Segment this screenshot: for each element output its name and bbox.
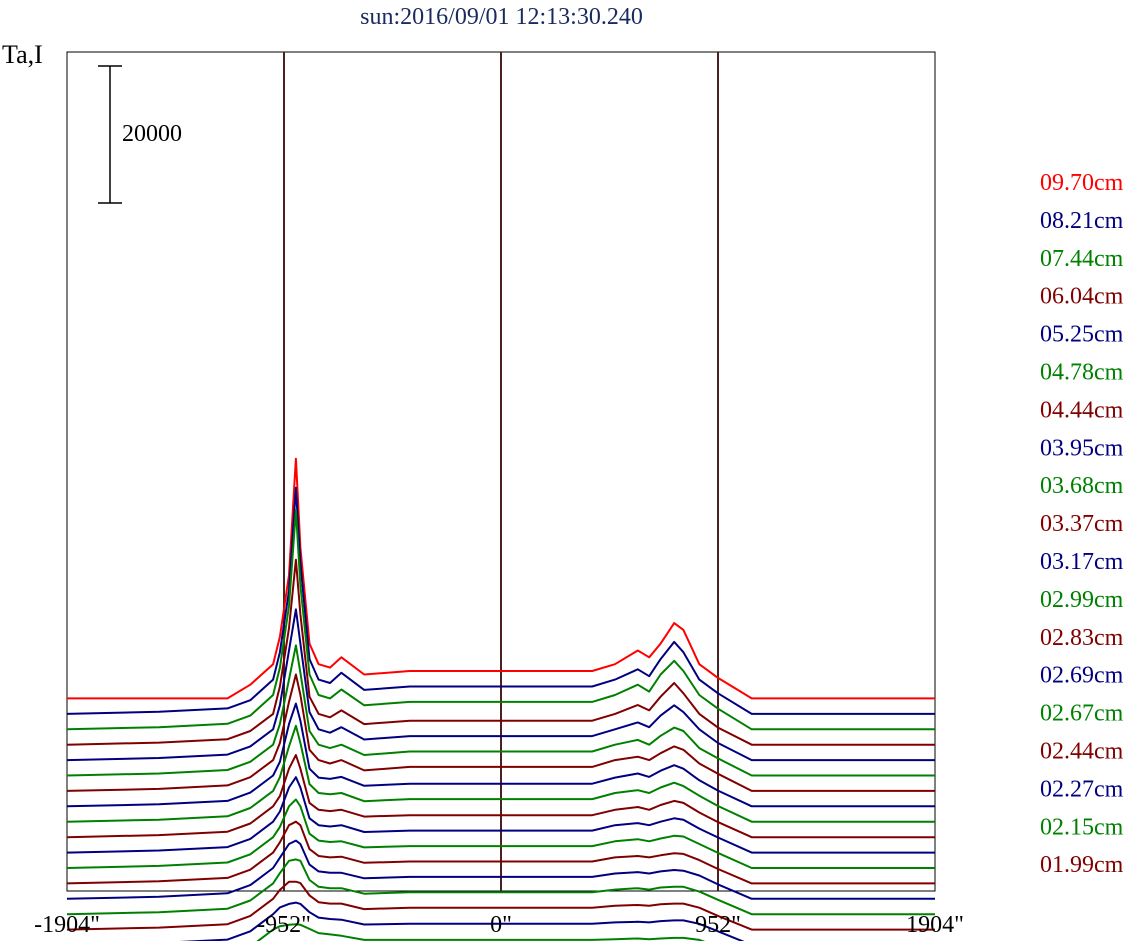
legend-item-03.95cm: 03.95cm: [1040, 435, 1124, 461]
x-tick-label: -1904": [34, 912, 100, 938]
series-line-03.68cm: [66, 724, 935, 823]
series-line-02.27cm: [179, 901, 745, 941]
series-line-02.67cm: [66, 858, 935, 916]
y-axis-label: Ta,I: [2, 40, 43, 69]
series-line-08.21cm: [66, 486, 935, 715]
legend-item-02.99cm: 02.99cm: [1040, 587, 1124, 613]
series-line-06.04cm: [66, 558, 935, 746]
series-line-02.15cm: [256, 923, 706, 941]
scale-bar-label: 20000: [122, 121, 182, 147]
legend-item-03.17cm: 03.17cm: [1040, 549, 1124, 575]
legend-item-03.68cm: 03.68cm: [1040, 473, 1124, 499]
legend-item-09.70cm: 09.70cm: [1040, 170, 1124, 196]
reference-lines: [283, 52, 719, 891]
legend-item-02.15cm: 02.15cm: [1040, 814, 1124, 840]
x-tick-label: 952": [695, 912, 741, 938]
x-tick-label: 1904": [906, 912, 964, 938]
legend-item-05.25cm: 05.25cm: [1040, 322, 1124, 348]
series-line-09.70cm: [67, 457, 935, 700]
series-line-03.17cm: [66, 776, 935, 854]
series-line-04.78cm: [66, 644, 935, 777]
chart-title: sun:2016/09/01 12:13:30.240: [360, 4, 643, 30]
legend: 09.70cm 08.21cm 07.44cm 06.04cm 05.25cm 04.78…: [1040, 170, 1124, 878]
series-line-05.25cm: [66, 608, 935, 762]
x-tick-label: 0": [490, 912, 512, 938]
scale-bar: 20000: [98, 65, 182, 204]
legend-item-03.37cm: 03.37cm: [1040, 511, 1124, 537]
series-line-02.44cm: [66, 880, 935, 931]
legend-item-07.44cm: 07.44cm: [1040, 246, 1124, 272]
series-line-02.69cm: [66, 839, 935, 900]
series-line-02.83cm: [66, 820, 935, 885]
legend-item-02.27cm: 02.27cm: [1040, 776, 1124, 802]
legend-item-02.67cm: 02.67cm: [1040, 701, 1124, 727]
series-line-03.37cm: [66, 754, 935, 839]
legend-item-02.69cm: 02.69cm: [1040, 663, 1124, 689]
legend-item-02.83cm: 02.83cm: [1040, 625, 1124, 651]
legend-item-08.21cm: 08.21cm: [1040, 208, 1124, 234]
series-line-04.44cm: [66, 673, 935, 792]
legend-item-06.04cm: 06.04cm: [1040, 284, 1124, 310]
legend-item-02.44cm: 02.44cm: [1040, 739, 1124, 765]
legend-item-04.44cm: 04.44cm: [1040, 397, 1124, 423]
x-tick-labels: -1904" -952" 0" 952" 1904": [34, 912, 964, 938]
x-tick-label: -952": [257, 912, 311, 938]
series-line-02.99cm: [66, 798, 935, 869]
series-line-03.95cm: [66, 702, 935, 808]
legend-item-04.78cm: 04.78cm: [1040, 360, 1124, 386]
series-group: [66, 457, 935, 941]
legend-item-01.99cm: 01.99cm: [1040, 852, 1124, 878]
series-line-07.44cm: [66, 509, 935, 731]
